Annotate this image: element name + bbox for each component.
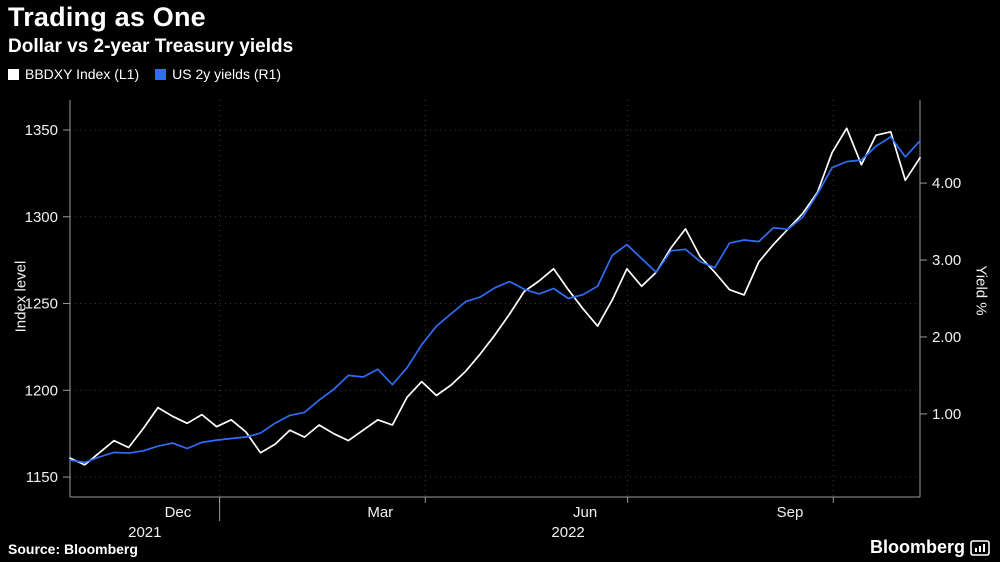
bloomberg-terminal-icon	[970, 539, 990, 556]
legend-label-bbdxy: BBDXY Index (L1)	[25, 66, 140, 82]
svg-text:1250: 1250	[25, 296, 58, 313]
svg-text:4.00: 4.00	[932, 175, 961, 192]
svg-text:Dec: Dec	[165, 504, 192, 521]
legend-label-us2y: US 2y yields (R1)	[172, 66, 282, 82]
legend-item-us2y: US 2y yields (R1)	[155, 66, 281, 82]
svg-text:1.00: 1.00	[932, 406, 961, 423]
legend-swatch-white-icon	[8, 68, 19, 80]
chart-legend: BBDXY Index (L1) US 2y yields (R1)	[8, 66, 281, 82]
legend-swatch-blue-icon	[155, 68, 167, 80]
svg-text:2022: 2022	[551, 524, 584, 541]
legend-item-bbdxy: BBDXY Index (L1)	[8, 66, 139, 82]
chart-subtitle: Dollar vs 2-year Treasury yields	[8, 36, 294, 57]
chart-title: Trading as One	[8, 2, 206, 32]
svg-text:2021: 2021	[128, 524, 161, 541]
svg-text:1300: 1300	[25, 209, 58, 226]
svg-text:1150: 1150	[26, 469, 58, 486]
bloomberg-brand: Bloomberg	[870, 537, 990, 558]
source-attribution: Source: Bloomberg	[8, 541, 138, 557]
svg-text:2.00: 2.00	[932, 329, 961, 346]
svg-text:3.00: 3.00	[932, 252, 961, 269]
svg-text:1350: 1350	[25, 122, 58, 139]
svg-text:Mar: Mar	[367, 504, 393, 521]
svg-text:1200: 1200	[25, 382, 58, 399]
svg-text:Sep: Sep	[777, 504, 804, 521]
bloomberg-wordmark: Bloomberg	[869, 537, 965, 557]
svg-text:Jun: Jun	[573, 504, 597, 521]
